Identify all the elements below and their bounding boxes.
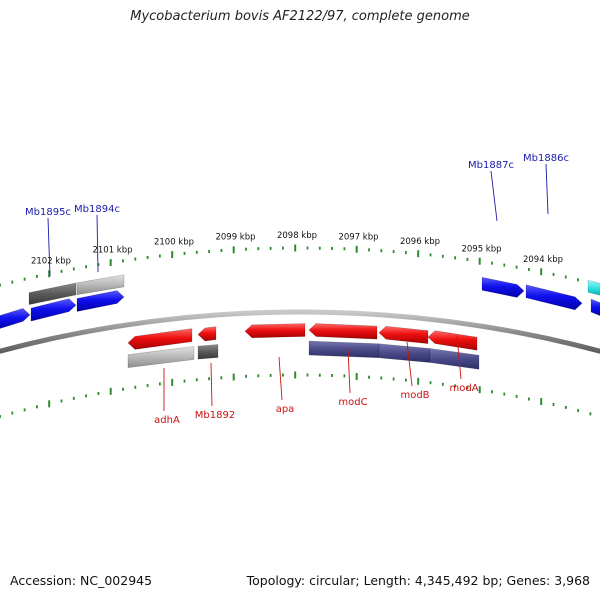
reverse-gene-arrow — [308, 323, 378, 340]
reverse-gene-label: Mb1892 — [195, 410, 235, 421]
complement-gene-block — [127, 346, 195, 368]
accession-text: Accession: NC_002945 — [10, 573, 153, 588]
ruler-tick-label: 2101 kbp — [92, 245, 132, 255]
ruler-tick-label: 2100 kbp — [154, 238, 194, 248]
forward-gene-label: Mb1887c — [468, 160, 514, 171]
operon-block — [429, 348, 480, 370]
map-title: Mycobacterium bovis AF2122/97, complete … — [130, 9, 470, 24]
forward-gene-arrow — [0, 308, 31, 329]
reverse-gene-arrow — [427, 330, 478, 351]
backbone-layer — [0, 309, 600, 354]
ruler-tick-label: 2098 kbp — [277, 231, 317, 241]
reverse-label-leader — [278, 356, 283, 401]
ruler-tick-label: 2102 kbp — [31, 256, 71, 266]
complement-gene-block — [28, 282, 77, 306]
ruler-tick-label: 2095 kbp — [461, 244, 501, 254]
reverse-gene-label: apa — [276, 404, 295, 415]
forward-label-leader — [47, 217, 51, 277]
genome-summary-text: Topology: circular; Length: 4,345,492 bp… — [246, 573, 590, 588]
forward-gene-arrow — [481, 276, 525, 298]
reverse-gene-label: modC — [338, 397, 367, 408]
operon-block — [308, 340, 380, 359]
forward-gene-label: Mb1895c — [25, 207, 71, 218]
complement-gene-block — [197, 344, 219, 360]
forward-gene-label: Mb1886c — [523, 153, 569, 164]
reverse-label-leader — [456, 335, 462, 380]
ruler-tick-label: 2099 kbp — [215, 233, 255, 243]
reverse-gene-arrow — [197, 326, 217, 342]
forward-gene-arrow — [590, 298, 600, 316]
reverse-label-leader — [347, 348, 351, 394]
forward-label-leader — [545, 163, 549, 215]
reverse-gene-arrow — [244, 323, 306, 339]
ruler-tick-label: 2094 kbp — [523, 255, 563, 265]
reverse-gene-arrow — [127, 328, 193, 350]
genes-layer — [0, 274, 600, 370]
forward-gene-block — [587, 279, 600, 296]
forward-gene-label: Mb1894c — [74, 204, 120, 215]
forward-gene-arrow — [30, 298, 77, 322]
ruler-tick-label: 2096 kbp — [400, 237, 440, 247]
complement-gene-block — [76, 274, 125, 296]
forward-gene-arrow — [525, 284, 583, 311]
labels-layer: Mb1895c Mb1894c Mb1887c Mb1886c adhA Mb1892 ap… — [25, 153, 569, 426]
reverse-gene-label: adhA — [154, 415, 180, 426]
reverse-label-leader — [406, 341, 413, 387]
reverse-label-leader — [210, 362, 213, 407]
forward-gene-arrow — [76, 290, 125, 312]
forward-label-leader — [490, 170, 498, 222]
operon-block — [378, 343, 431, 363]
forward-label-leader — [96, 214, 99, 273]
reverse-gene-arrow — [378, 325, 429, 344]
reverse-gene-label: modB — [400, 390, 429, 401]
reverse-gene-label: modA — [449, 383, 478, 394]
ruler-ticks-layer: 2102 kbp 2101 kbp 2100 kbp 2099 kbp 2098 kbp… — [0, 231, 592, 418]
ruler-tick-label: 2097 kbp — [338, 232, 378, 242]
genome-backbone — [0, 309, 600, 354]
